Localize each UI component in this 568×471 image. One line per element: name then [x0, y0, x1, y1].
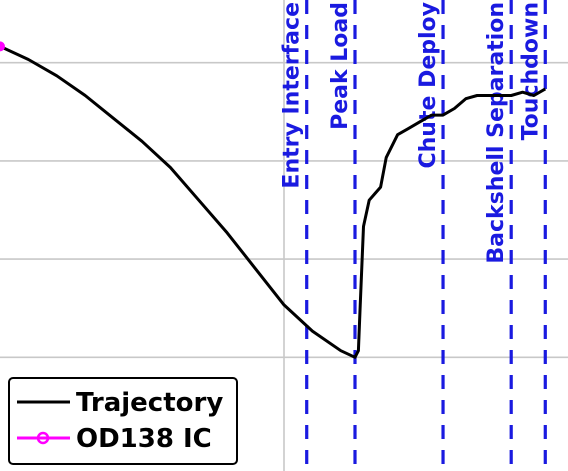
legend-label-od138: OD138 IC [76, 424, 212, 454]
event-label-4: Touchdown [518, 2, 543, 140]
series-1-point-0 [0, 41, 5, 52]
series-line-0 [0, 45, 547, 359]
legend: Trajectory OD138 IC [8, 377, 238, 465]
event-label-3: Backshell Separation [484, 2, 509, 264]
legend-marker-od138 [36, 431, 50, 445]
event-label-0: Entry Interface [280, 2, 305, 189]
event-markers: Entry Interface Peak Load Chute Deploy Back… [280, 0, 547, 471]
legend-box [8, 377, 238, 465]
event-label-2: Chute Deploy [416, 2, 441, 169]
series-layer [0, 41, 547, 359]
event-label-1: Peak Load [328, 2, 353, 130]
legend-label-trajectory: Trajectory [76, 388, 223, 418]
